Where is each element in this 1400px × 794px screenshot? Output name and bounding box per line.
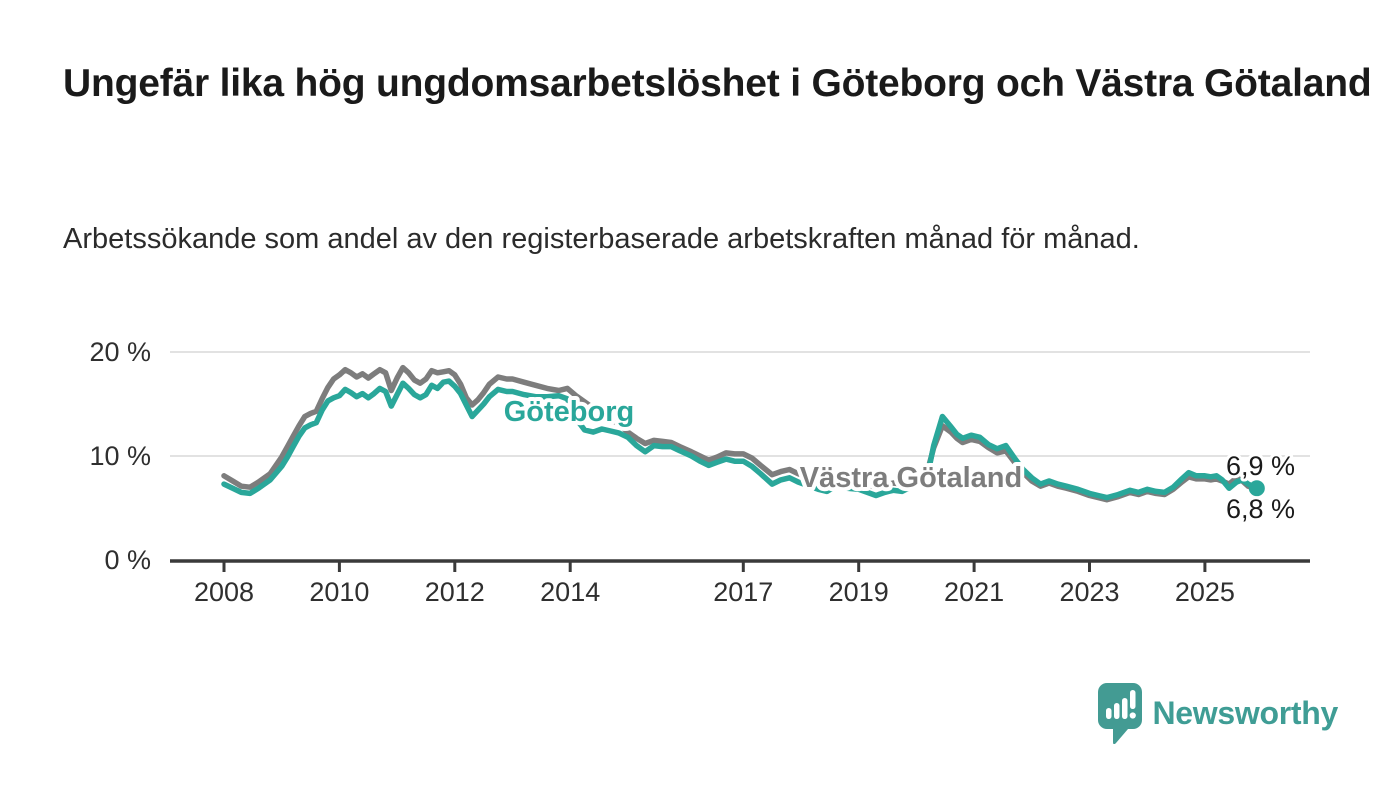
x-tick-label: 2019 <box>829 577 889 607</box>
x-tick-label: 2012 <box>425 577 485 607</box>
x-tick-label: 2017 <box>713 577 773 607</box>
vastra-gotaland-end-value-label: 6,8 % <box>1226 494 1295 524</box>
chart-subtitle: Arbetssökande som andel av den registerb… <box>63 223 1140 255</box>
newsworthy-logo-icon <box>1097 683 1142 744</box>
x-tick-label: 2023 <box>1059 577 1119 607</box>
goteborg-end-value-label: 6,9 % <box>1226 451 1295 481</box>
x-tick-label: 2021 <box>944 577 1004 607</box>
y-axis-labels: 20 % 10 % 0 % <box>89 337 151 575</box>
x-tick-label: 2010 <box>309 577 369 607</box>
x-axis-labels: 2008 2010 2012 2014 2017 2019 2021 2023 2025 <box>194 577 1235 607</box>
y-tick-label: 20 % <box>89 337 151 367</box>
x-tick-label: 2014 <box>540 577 600 607</box>
y-tick-label: 10 % <box>89 441 151 471</box>
x-tick-label: 2008 <box>194 577 254 607</box>
y-tick-label: 0 % <box>104 545 151 575</box>
x-tick-label: 2025 <box>1175 577 1235 607</box>
vastra-gotaland-series-label: Västra Götaland <box>800 462 1022 494</box>
newsworthy-logo: Newsworthy <box>1097 682 1339 744</box>
x-axis <box>170 559 1310 572</box>
goteborg-line <box>221 378 1260 501</box>
chart-title: Ungefär lika hög ungdomsarbetslöshet i G… <box>63 62 1372 105</box>
goteborg-end-dot <box>1248 480 1265 497</box>
goteborg-series-label: Göteborg <box>504 396 635 428</box>
newsworthy-logo-text: Newsworthy <box>1152 694 1339 731</box>
gridlines <box>170 351 1310 457</box>
